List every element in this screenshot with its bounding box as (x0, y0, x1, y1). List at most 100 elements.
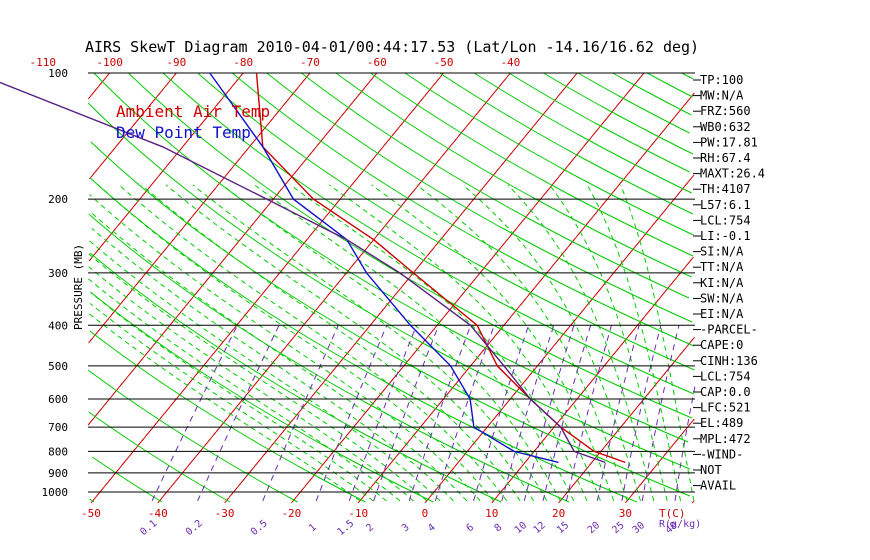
index-label: TH:4107 (700, 182, 751, 196)
index-label: WB0:632 (700, 120, 751, 134)
pressure-tick-label: 900 (48, 467, 68, 480)
dry-adiabat-line (90, 291, 434, 503)
mixing-ratio-tick-label: 0.2 (184, 518, 205, 538)
mixing-ratio-line (151, 325, 238, 502)
ambient-air-temp-line (255, 72, 626, 464)
mixing-ratio-tick-labels: 0.1 0.2 0.5 1 1.5 2 3 4 6 8 10 12 15 20 25 30 40 (138, 518, 680, 538)
bottom-temp-tick-label: -10 (348, 507, 368, 520)
pressure-tick-label: 100 (48, 67, 68, 80)
dry-adiabat-line (89, 252, 502, 503)
index-label: TT:N/A (700, 260, 744, 274)
isotherm-line (90, 72, 444, 504)
mixing-ratio-tick-label: 10 (513, 520, 529, 536)
index-label: LFC:521 (700, 401, 751, 415)
chart-title: AIRS SkewT Diagram 2010-04-01/00:44:17.5… (85, 38, 699, 56)
mixing-ratio-tick-label: 15 (555, 520, 571, 536)
legend-ambient-air-temp: Ambient Air Temp (116, 102, 270, 121)
bottom-temperature-tick-labels: -50 -40 -30 -20 -10 0 10 20 30 (81, 507, 632, 520)
index-label: TP:100 (700, 73, 743, 87)
dry-adiabat-line (89, 498, 95, 503)
dry-adiabat-line (90, 141, 691, 497)
moist-adiabat-line (192, 184, 548, 502)
index-label: CAP:0.0 (700, 385, 751, 399)
dry-adiabat-line (162, 72, 695, 395)
mixing-ratio-tick-label: 20 (586, 520, 602, 536)
dry-adiabat-line (681, 72, 694, 80)
mixing-ratio-tick-label: 3 (400, 522, 412, 534)
mixing-ratio-tick-label: 1.5 (335, 518, 356, 538)
mixing-ratio-line (565, 325, 612, 502)
bottom-temp-tick-label: -40 (148, 507, 168, 520)
index-label: CINH:136 (700, 354, 758, 368)
dry-adiabat-line (88, 411, 231, 503)
top-temp-tick-label: -50 (434, 56, 454, 69)
index-label: CAPE:0 (700, 338, 743, 352)
mixing-ratio-line (348, 325, 418, 502)
pressure-tick-label: 1000 (42, 486, 69, 499)
isotherm-line (224, 72, 578, 504)
isobars (88, 72, 695, 493)
moist-adiabat-line (289, 184, 588, 502)
bottom-temp-tick-label: 10 (485, 507, 498, 520)
dry-adiabat-line (612, 72, 692, 116)
mixing-ratio-line (523, 325, 575, 502)
mixing-ratio-tick-label: 4 (426, 522, 438, 534)
bottom-axis-unit: T(C) (659, 507, 686, 520)
mixing-ratio-tick-label: 1 (307, 522, 319, 534)
isotherm-line (691, 500, 695, 504)
dry-adiabat-line (301, 72, 690, 299)
index-label: MAXT:26.4 (700, 167, 765, 181)
index-label: PW:17.81 (700, 135, 758, 149)
mixing-ratio-line (674, 386, 696, 501)
mixing-ratio-line (408, 325, 472, 502)
parcel-line (0, 81, 606, 464)
moist-adiabat-line (371, 184, 615, 502)
top-temp-tick-label: -110 (30, 56, 57, 69)
mixing-ratio-tick-label: 8 (493, 522, 505, 534)
index-label: KI:N/A (700, 276, 744, 290)
sounding-profiles (0, 72, 626, 464)
index-label: L57:6.1 (700, 198, 751, 212)
index-label: SW:N/A (700, 291, 744, 305)
dry-adiabat-line (646, 72, 693, 98)
index-label: NOT (700, 463, 722, 477)
index-label: MPL:472 (700, 432, 751, 446)
index-label: FRZ:560 (700, 104, 751, 118)
dry-adiabat-line (474, 72, 692, 194)
index-label: SI:N/A (700, 245, 744, 259)
top-temp-tick-label: -60 (367, 56, 387, 69)
mixing-ratio-line (262, 325, 339, 502)
moist-adiabat-line (91, 228, 454, 502)
index-label: EI:N/A (700, 307, 744, 321)
index-label: -PARCEL- (700, 323, 758, 337)
isotherm-line (89, 72, 177, 180)
bottom-temp-tick-label: -50 (81, 507, 101, 520)
index-label: AVAIL (700, 479, 736, 493)
mixing-ratio-tick-label: 6 (464, 522, 476, 534)
isotherm-line (491, 256, 694, 504)
moist-adiabat-line (620, 184, 695, 501)
dry-adiabat-line (88, 213, 570, 503)
mixing-ratio-line (434, 325, 495, 502)
pressure-tick-labels: 100 200 300 400 500 600 700 800 900 1000 (42, 67, 69, 499)
pressure-tick-label: 400 (48, 319, 68, 332)
pressure-tick-label: 200 (48, 193, 68, 206)
index-label: LCL:754 (700, 213, 751, 227)
mixing-ratio-line (373, 325, 440, 502)
dry-adiabat-line (508, 72, 690, 173)
mixing-ratio-tick-label: 0.5 (249, 518, 270, 538)
index-label: LCL:754 (700, 369, 751, 383)
moist-adiabat-line (462, 184, 641, 502)
mixing-ratio-tick-label: 12 (532, 520, 548, 536)
bottom-temp-tick-label: 30 (619, 507, 632, 520)
moist-adiabat-line (97, 184, 494, 502)
dry-adiabat-line (404, 72, 694, 236)
dry-adiabat-line (89, 330, 366, 503)
mixing-ratio-unit: R(g/kg) (659, 519, 701, 530)
moist-adiabat-line (416, 184, 628, 502)
isotherm-line (357, 92, 695, 504)
bottom-temp-tick-label: 20 (552, 507, 565, 520)
mixing-ratio-tick-label: 0.1 (138, 518, 159, 538)
isotherm-line (157, 72, 511, 504)
